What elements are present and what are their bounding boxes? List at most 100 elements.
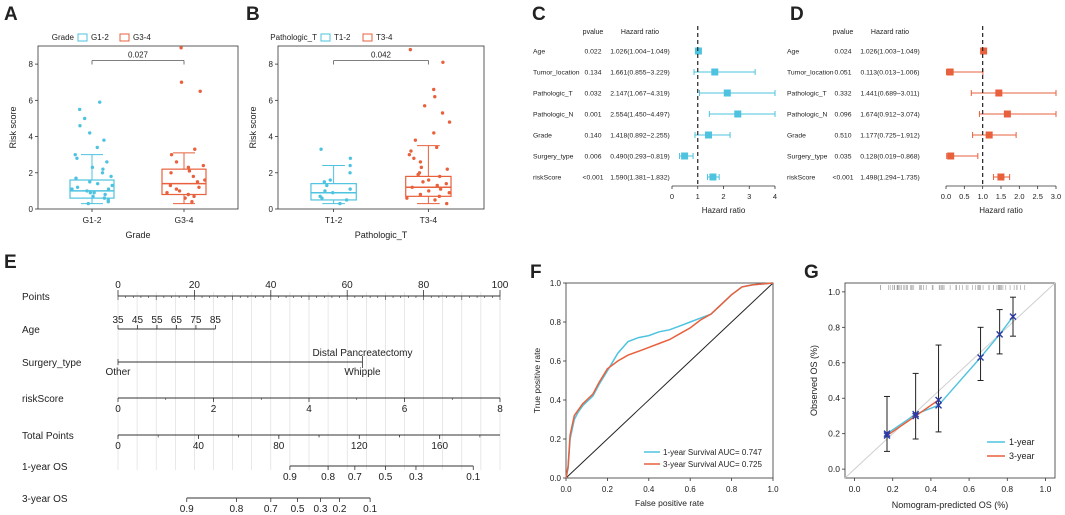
panel-b-ytick-label: 0 bbox=[269, 205, 274, 214]
panel-a-point bbox=[86, 201, 90, 206]
panel-a-point bbox=[78, 123, 82, 128]
panel-c-row-hr-text: 1.661(0.855~3.229) bbox=[610, 70, 670, 77]
panel-d-row-pvalue: 0.096 bbox=[834, 112, 851, 119]
panel-e-scale-tick-label: 0.7 bbox=[348, 472, 362, 483]
panel-a-ylabel: Risk score bbox=[8, 106, 18, 148]
panel-a-point bbox=[74, 176, 78, 180]
panel-a-point bbox=[191, 174, 196, 179]
panel-c-hr-marker bbox=[734, 110, 742, 118]
panel-e-scale-tick-label: 120 bbox=[351, 441, 368, 452]
panel-b-point bbox=[331, 191, 335, 195]
panel-b-point bbox=[416, 172, 420, 177]
panel-letter-a: A bbox=[4, 4, 18, 25]
panel-d-xtick-label: 1.5 bbox=[996, 192, 1006, 201]
panel-c-hr-marker bbox=[705, 131, 713, 139]
panel-d-row-label: Age bbox=[787, 49, 799, 56]
panel-d-row-pvalue: 0.510 bbox=[834, 133, 851, 140]
panel-b-point bbox=[441, 60, 445, 64]
panel-g-xtick-label: 0.2 bbox=[887, 484, 899, 494]
panel-e-row-label: 1-year OS bbox=[22, 462, 68, 473]
panel-a-xtick-label: G3-4 bbox=[175, 215, 194, 225]
panel-e-scale-tick-label: 0 bbox=[115, 441, 121, 452]
panel-e-row-label: Age bbox=[22, 325, 40, 336]
panel-b-point bbox=[434, 145, 439, 150]
panel-a-point bbox=[70, 187, 74, 191]
panel-b-point bbox=[405, 196, 409, 200]
panel-g-xtick-label: 1.0 bbox=[1040, 484, 1052, 494]
panel-b-xtick-label: T3-4 bbox=[420, 215, 438, 225]
panel-d-hr-marker bbox=[947, 152, 955, 160]
panel-b-box bbox=[405, 175, 452, 197]
panel-e-scale-tick-label: 0.9 bbox=[283, 472, 297, 483]
panel-d-header-pvalue: pvalue bbox=[833, 29, 854, 36]
panel-e-scale-tick-label: 0.9 bbox=[180, 504, 194, 515]
panel-g-point-marker bbox=[883, 430, 891, 438]
panel-g-xtick-label: 0.6 bbox=[963, 484, 975, 494]
panel-letter-d: D bbox=[790, 4, 804, 25]
panel-a-point bbox=[88, 180, 92, 184]
panel-e-scale-tick-label: 80 bbox=[273, 441, 285, 452]
panel-a-point bbox=[186, 165, 191, 170]
panel-b-point bbox=[409, 149, 413, 153]
panel-a-point bbox=[197, 185, 201, 189]
panel-a-point bbox=[183, 196, 187, 200]
panel-e-scale-tick-label: 0.8 bbox=[229, 504, 243, 515]
panel-a-point bbox=[90, 165, 95, 170]
panel-d-row-pvalue: 0.024 bbox=[834, 49, 851, 56]
panel-g-xtick-label: 0.4 bbox=[925, 484, 937, 494]
panel-a-point bbox=[88, 131, 92, 135]
panel-g-calibration-line-2 bbox=[886, 399, 939, 437]
panel-d-xtick-label: 2.5 bbox=[1032, 192, 1042, 201]
panel-g-point-marker bbox=[912, 410, 920, 418]
panel-a-point bbox=[198, 89, 202, 93]
panel-a-point bbox=[179, 80, 184, 84]
panel-c-row-pvalue: <0.001 bbox=[583, 175, 604, 182]
panel-f-diagonal bbox=[565, 282, 774, 479]
panel-d-row-pvalue: <0.001 bbox=[833, 175, 854, 182]
panel-a-point bbox=[105, 160, 109, 164]
panel-b-point bbox=[322, 180, 327, 184]
panel-b-point bbox=[348, 163, 352, 168]
panel-d-xtick-label: 0.5 bbox=[959, 192, 969, 201]
panel-c-hr-marker bbox=[681, 152, 689, 160]
panel-c-row-hr-text: 1.418(0.892~2.255) bbox=[610, 133, 670, 140]
panel-g-xlabel: Nomogram-predicted OS (%) bbox=[892, 500, 1009, 510]
panel-a-point bbox=[73, 152, 77, 157]
panel-d-xlabel: Hazard ratio bbox=[979, 206, 1023, 215]
panel-b-ytick-label: 4 bbox=[269, 133, 274, 142]
panel-a-box bbox=[69, 179, 115, 199]
panel-a-point bbox=[190, 200, 194, 204]
panel-e-points-tick-label: 100 bbox=[492, 280, 509, 291]
panel-e-scale-tick-label: 2 bbox=[211, 404, 217, 415]
panel-a-point bbox=[195, 180, 200, 184]
panel-g-xtick-label: 0.8 bbox=[1001, 484, 1013, 494]
panel-c-xtick-label: 1 bbox=[696, 192, 700, 201]
panel-f-plot-border bbox=[565, 282, 774, 479]
panel-f-roc-line-2 bbox=[565, 282, 774, 479]
panel-e-row-label: 3-year OS bbox=[22, 494, 68, 505]
panel-e-scale-tick-label: 65 bbox=[171, 315, 183, 326]
panel-letter-e: E bbox=[4, 252, 17, 273]
panel-e-scale-tick-label: 8 bbox=[497, 404, 503, 415]
panel-b-point bbox=[325, 183, 329, 188]
panel-c-row-pvalue: 0.022 bbox=[584, 49, 601, 56]
panel-b-ytick-label: 8 bbox=[269, 60, 274, 69]
panel-d-row-label: Grade bbox=[787, 133, 806, 140]
panel-a-point bbox=[203, 178, 207, 182]
panel-d-hr-marker bbox=[997, 173, 1005, 181]
panel-a-legend-label: G1-2 bbox=[91, 33, 109, 42]
panel-b-point bbox=[348, 156, 353, 160]
panel-f-ytick-label: 0.0 bbox=[550, 474, 562, 483]
panel-e-scale-tick-label: 40 bbox=[193, 441, 205, 452]
panel-d-row-hr-text: 1.674(0.912~3.074) bbox=[860, 112, 920, 119]
panel-a-ytick-label: 2 bbox=[29, 169, 34, 178]
panel-e-surgery-label-other: Other bbox=[105, 367, 131, 378]
panel-a-point bbox=[95, 145, 99, 150]
panel-e-points-tick-label: 40 bbox=[265, 280, 277, 291]
panel-e-points-tick-label: 80 bbox=[418, 280, 430, 291]
panel-f-xlabel: False positive rate bbox=[635, 498, 704, 508]
panel-b-point bbox=[413, 138, 418, 142]
panel-letter-b: B bbox=[246, 4, 260, 25]
panel-f-ytick-label: 0.2 bbox=[550, 435, 562, 444]
panel-d-hr-marker bbox=[946, 68, 954, 76]
